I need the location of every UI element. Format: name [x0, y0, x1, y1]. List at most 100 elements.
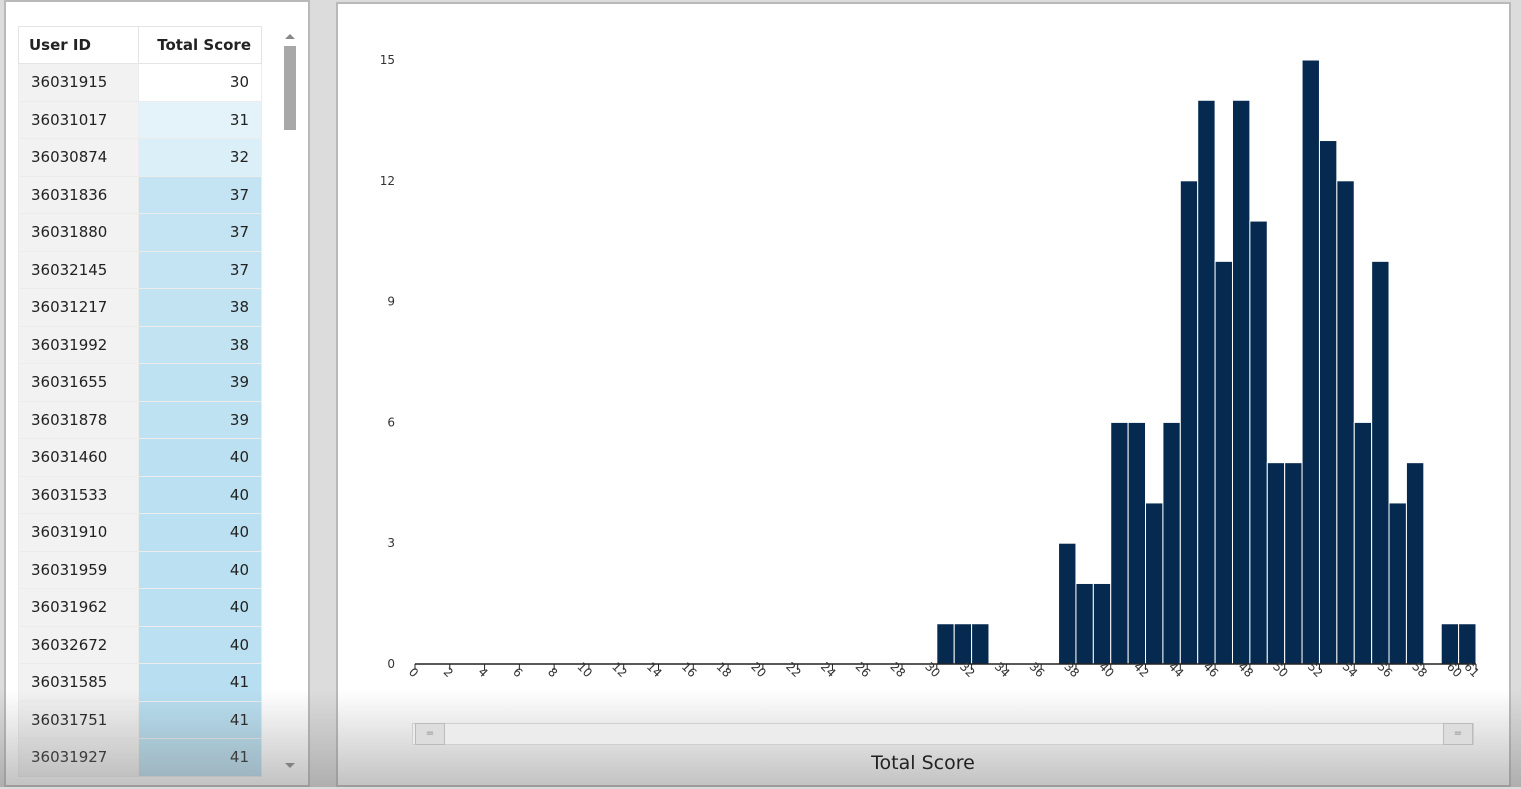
table-row[interactable]: 36031910 40 [18, 513, 262, 552]
histogram-bar[interactable] [1092, 582, 1112, 665]
column-header-total-score[interactable]: Total Score [138, 26, 262, 64]
table-row[interactable]: 36032145 37 [18, 250, 262, 289]
histogram-bar[interactable] [1371, 260, 1390, 665]
histogram-bar[interactable] [1318, 140, 1338, 665]
table-scrollbar[interactable] [282, 32, 298, 782]
scroll-down-arrow-icon[interactable] [285, 763, 295, 768]
x-axis-title: Total Score [871, 752, 975, 774]
histogram-bar[interactable] [1127, 421, 1147, 665]
cell-total-score: 41 [138, 700, 262, 739]
x-tick-label-group: 12 [609, 659, 630, 680]
table-row[interactable]: 36031836 37 [18, 175, 262, 214]
histogram-bar[interactable] [1075, 582, 1094, 665]
range-handle-right[interactable]: = [1443, 723, 1473, 745]
table-row[interactable]: 36031878 39 [18, 400, 262, 439]
x-tick-label: 10 [574, 659, 595, 680]
range-selector[interactable]: = = [412, 723, 1474, 745]
x-tick-label: 20 [748, 659, 769, 680]
table-row[interactable]: 36031460 40 [18, 438, 262, 477]
table-row[interactable]: 36032672 40 [18, 625, 262, 664]
range-handle-left[interactable]: = [415, 723, 445, 745]
histogram-bar[interactable] [1336, 180, 1355, 665]
histogram-bar[interactable] [1058, 542, 1077, 665]
x-tick-label: 34 [992, 659, 1013, 680]
table-row[interactable]: 36031927 41 [18, 738, 262, 777]
x-tick-label: 14 [644, 659, 665, 680]
histogram-bar[interactable] [1162, 421, 1181, 665]
histogram-bar[interactable] [1388, 502, 1407, 665]
table-row[interactable]: 36031533 40 [18, 475, 262, 514]
table-row[interactable]: 36031017 31 [18, 100, 262, 139]
cell-total-score: 32 [138, 138, 262, 177]
x-tick-label: 36 [1027, 659, 1048, 680]
cell-user-id: 36031878 [18, 400, 140, 439]
table-row[interactable]: 36031992 38 [18, 325, 262, 364]
histogram-bar[interactable] [1145, 502, 1164, 665]
x-tick-label-group: 0 [406, 665, 421, 680]
histogram-bar[interactable] [1110, 421, 1129, 665]
cell-total-score: 39 [138, 400, 262, 439]
histogram-bar[interactable] [953, 623, 973, 665]
x-tick-label: 24 [818, 659, 839, 680]
histogram-bar[interactable] [1284, 462, 1303, 665]
cell-total-score: 38 [138, 288, 262, 327]
table-row[interactable]: 36030874 32 [18, 138, 262, 177]
scroll-up-arrow-icon[interactable] [285, 34, 295, 39]
cell-total-score: 40 [138, 625, 262, 664]
table-row[interactable]: 36031585 41 [18, 663, 262, 702]
cell-user-id: 36031992 [18, 325, 140, 364]
histogram-bar[interactable] [1353, 421, 1373, 665]
histogram-bar[interactable] [1231, 99, 1251, 665]
table-row[interactable]: 36031959 40 [18, 550, 262, 589]
x-tick-label: 12 [609, 659, 630, 680]
x-tick-label-group: 26 [853, 659, 874, 680]
histogram-bar[interactable] [1266, 462, 1286, 665]
cell-total-score: 37 [138, 250, 262, 289]
histogram-bar[interactable] [1179, 180, 1199, 665]
scroll-thumb[interactable] [284, 46, 296, 130]
table-row[interactable]: 36031655 39 [18, 363, 262, 402]
cell-user-id: 36031460 [18, 438, 140, 477]
x-tick-label-group: 8 [545, 665, 560, 680]
cell-total-score: 41 [138, 738, 262, 777]
cell-user-id: 36031836 [18, 175, 140, 214]
x-tick-label-group: 6 [510, 665, 525, 680]
column-header-user-id[interactable]: User ID [18, 26, 140, 64]
scores-table: User ID Total Score 36031915 30 36031017 31… [18, 26, 262, 777]
cell-total-score: 39 [138, 363, 262, 402]
cell-user-id: 36031751 [18, 700, 140, 739]
cell-total-score: 40 [138, 438, 262, 477]
histogram-bar[interactable] [1301, 59, 1320, 665]
table-header-row: User ID Total Score [18, 26, 262, 64]
cell-user-id: 36031217 [18, 288, 140, 327]
chart-panel: 0 3 6 9 12 15 0 2 4 6 8 10 12 14 16 18 20 22 24 26 28 30 32 34 3… [336, 2, 1511, 787]
histogram-bar[interactable] [1249, 220, 1268, 665]
histogram-bar[interactable] [1405, 462, 1425, 665]
histogram-bar[interactable] [971, 623, 990, 665]
cell-total-score: 40 [138, 475, 262, 514]
x-tick-label-group: 10 [574, 659, 595, 680]
x-tick-label: 8 [545, 665, 560, 680]
histogram-bar[interactable] [936, 623, 955, 665]
x-tick-label-group: 34 [992, 659, 1013, 680]
x-tick-label: 0 [406, 665, 421, 680]
table-row[interactable]: 36031880 37 [18, 213, 262, 252]
histogram-bar[interactable] [1440, 623, 1460, 665]
histogram-bar[interactable] [1197, 99, 1216, 665]
cell-user-id: 36030874 [18, 138, 140, 177]
cell-total-score: 30 [138, 63, 262, 102]
table-row[interactable]: 36031962 40 [18, 588, 262, 627]
histogram-bar[interactable] [1214, 260, 1233, 665]
x-tick-label: 6 [510, 665, 525, 680]
x-tick-label-group: 14 [644, 659, 665, 680]
y-tick-label: 15 [380, 53, 395, 67]
cell-total-score: 37 [138, 213, 262, 252]
cell-user-id: 36031585 [18, 663, 140, 702]
histogram-bar[interactable] [1458, 623, 1477, 665]
table-row[interactable]: 36031751 41 [18, 700, 262, 739]
y-tick-label: 0 [387, 657, 395, 671]
table-row[interactable]: 36031915 30 [18, 63, 262, 102]
cell-user-id: 36031910 [18, 513, 140, 552]
table-row[interactable]: 36031217 38 [18, 288, 262, 327]
